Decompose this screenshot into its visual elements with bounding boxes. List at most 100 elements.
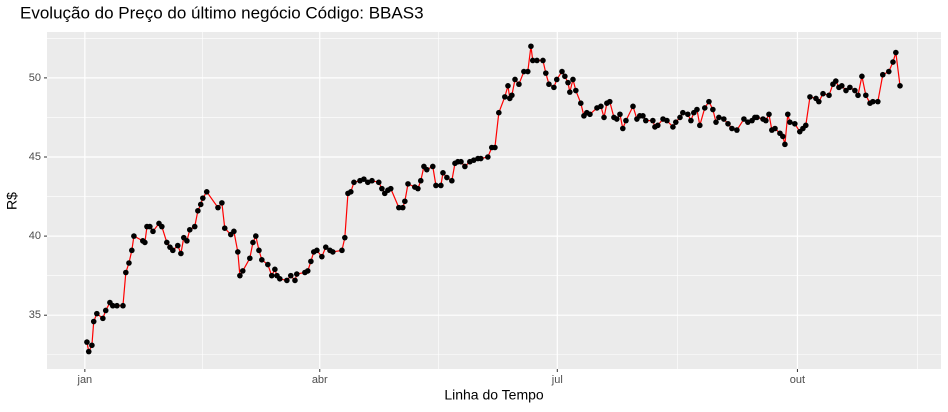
y-tick-label: 50 (29, 72, 41, 84)
point (606, 98, 613, 105)
point (293, 271, 300, 277)
point (784, 111, 791, 118)
point (399, 204, 406, 211)
point (847, 84, 853, 91)
point (496, 109, 502, 116)
point (85, 348, 92, 355)
point (766, 111, 772, 118)
point (195, 207, 201, 214)
point (741, 116, 747, 122)
point (890, 59, 896, 65)
point (642, 117, 649, 124)
point (614, 116, 620, 122)
point (265, 261, 271, 268)
point (787, 119, 793, 125)
point (807, 94, 813, 100)
point (417, 177, 424, 184)
point (782, 141, 788, 148)
point (885, 68, 892, 75)
point (713, 119, 719, 125)
x-tick-label: out (790, 374, 805, 386)
point (816, 98, 822, 105)
point (247, 255, 253, 262)
point (94, 310, 100, 317)
point (650, 117, 656, 124)
point (697, 122, 703, 129)
point (721, 116, 727, 122)
point (509, 92, 515, 99)
point (277, 276, 283, 282)
point (170, 247, 176, 254)
point (109, 302, 116, 309)
point (478, 155, 484, 162)
x-tick-label: jul (551, 374, 563, 386)
point (529, 57, 536, 64)
point (772, 125, 778, 132)
point (131, 233, 137, 239)
point (253, 233, 259, 239)
point (512, 76, 518, 83)
point (570, 76, 576, 83)
point (587, 111, 593, 118)
point (688, 117, 694, 124)
point (237, 272, 243, 279)
point (221, 225, 228, 231)
point (852, 87, 858, 94)
point (870, 98, 876, 105)
point (551, 84, 557, 91)
point (601, 114, 607, 121)
point (250, 239, 256, 246)
point (186, 226, 193, 233)
point (231, 228, 237, 235)
point (754, 114, 760, 121)
point (879, 71, 886, 78)
point (855, 92, 861, 99)
point (449, 177, 455, 184)
point (126, 260, 132, 266)
point (433, 182, 439, 189)
point (235, 249, 241, 255)
point (485, 154, 491, 160)
point (802, 122, 809, 129)
point (502, 94, 508, 100)
point (664, 117, 670, 124)
point (729, 125, 735, 132)
point (120, 302, 126, 309)
point (129, 247, 135, 254)
point (284, 277, 290, 284)
point (716, 114, 722, 121)
point (84, 339, 90, 345)
point (178, 250, 184, 257)
point (200, 195, 206, 201)
point (677, 114, 683, 121)
point (184, 238, 190, 244)
point (680, 109, 686, 116)
x-tick-label: abr (312, 374, 328, 386)
point (546, 81, 552, 88)
point (272, 266, 278, 273)
point (505, 82, 511, 89)
point (287, 272, 294, 279)
point (694, 106, 700, 113)
point (577, 100, 584, 106)
point (319, 253, 325, 260)
point (843, 87, 849, 94)
point (725, 120, 731, 127)
point (792, 120, 798, 127)
x-axis-label: Linha do Tempo (444, 387, 544, 403)
point (379, 185, 385, 192)
point (114, 302, 120, 309)
point (174, 242, 181, 249)
point (620, 125, 626, 132)
point (415, 185, 421, 192)
point (875, 98, 881, 105)
point (553, 76, 560, 83)
y-tick-label: 35 (29, 309, 41, 321)
point (525, 68, 531, 75)
point (826, 92, 832, 99)
chart-title: Evolução do Preço do último negócio Códi… (20, 3, 424, 22)
point (268, 272, 275, 279)
point (191, 223, 198, 230)
point (239, 268, 246, 274)
